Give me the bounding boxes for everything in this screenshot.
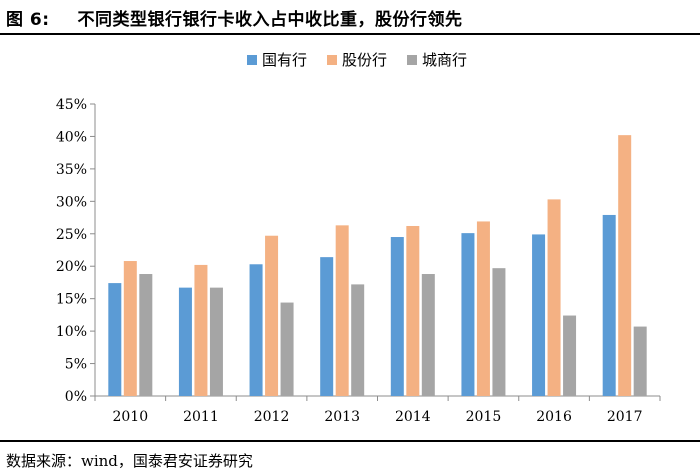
source-footer: 数据来源：wind，国泰君安证券研究: [0, 440, 700, 476]
legend-swatch-城商行: [407, 55, 417, 65]
bar-2017-国有行: [602, 214, 616, 396]
bar-2014-国有行: [390, 237, 404, 396]
bar-2010-股份行: [123, 261, 137, 396]
x-tick-label: 2013: [324, 409, 360, 425]
figure-title-text: 不同类型银行银行卡收入占中收比重，股份行领先: [77, 10, 463, 30]
bar-2016-城商行: [563, 315, 577, 396]
bar-2016-国有行: [532, 234, 546, 396]
x-tick-label: 2010: [112, 409, 148, 425]
y-tick-label: 20%: [56, 259, 87, 275]
legend-label-国有行: 国有行: [262, 51, 307, 69]
y-tick-label: 15%: [56, 292, 87, 308]
bar-2017-城商行: [633, 326, 647, 396]
bar-2014-股份行: [406, 225, 420, 396]
y-tick-label: 30%: [56, 194, 87, 210]
source-note: 数据来源：wind，国泰君安证券研究: [6, 452, 253, 470]
bar-2010-城商行: [139, 274, 153, 396]
bar-2015-国有行: [461, 233, 475, 396]
bar-2012-城商行: [280, 302, 294, 396]
bar-2017-股份行: [618, 135, 632, 396]
legend-swatch-股份行: [327, 55, 337, 65]
y-tick-label: 5%: [65, 357, 87, 373]
bar-2011-城商行: [209, 287, 223, 396]
y-tick-label: 45%: [56, 97, 87, 113]
y-tick-label: 40%: [56, 129, 87, 145]
legend-swatch-国有行: [247, 55, 257, 65]
y-tick-label: 25%: [56, 227, 87, 243]
y-tick-label: 0%: [65, 389, 87, 405]
bar-2015-股份行: [476, 221, 490, 396]
bar-2013-城商行: [351, 284, 365, 396]
bar-2015-城商行: [492, 268, 506, 396]
bar-2011-国有行: [178, 287, 192, 396]
x-tick-label: 2012: [254, 409, 290, 425]
bar-2010-国有行: [108, 283, 122, 396]
figure-title: 图 6: 不同类型银行银行卡收入占中收比重，股份行领先: [6, 5, 463, 30]
figure-label: 图 6:: [6, 10, 50, 30]
legend-label-股份行: 股份行: [342, 51, 387, 69]
bar-2012-股份行: [265, 235, 279, 396]
legend-label-城商行: 城商行: [422, 51, 467, 69]
bar-2016-股份行: [547, 199, 561, 396]
bar-2013-股份行: [335, 225, 349, 396]
x-tick-label: 2014: [395, 409, 431, 425]
x-tick-label: 2017: [607, 409, 643, 425]
bar-2013-国有行: [320, 257, 334, 396]
bar-2011-股份行: [194, 264, 208, 396]
bar-chart: 0% 5% 10% 15% 20% 25% 30% 35% 40% 45% 2010 2011 2012…: [56, 51, 661, 425]
x-tick-label: 2016: [536, 409, 572, 425]
y-tick-label: 10%: [56, 324, 87, 340]
bar-2014-城商行: [421, 274, 435, 396]
figure-header: 图 6: 不同类型银行银行卡收入占中收比重，股份行领先: [0, 0, 700, 35]
bar-2012-国有行: [249, 264, 263, 396]
x-tick-label: 2015: [466, 409, 502, 425]
y-tick-label: 35%: [56, 162, 87, 178]
x-tick-label: 2011: [183, 409, 219, 425]
